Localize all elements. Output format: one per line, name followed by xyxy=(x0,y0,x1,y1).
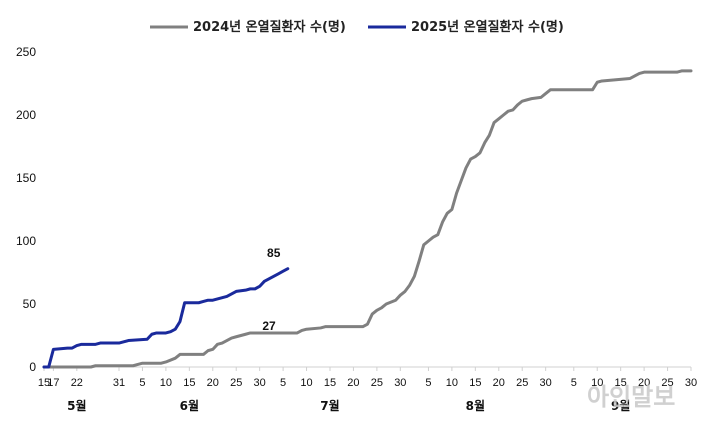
y-tick-label: 200 xyxy=(16,108,36,122)
x-tick-label: 15 xyxy=(615,377,627,389)
month-label: 8월 xyxy=(466,398,485,413)
y-tick-label: 100 xyxy=(16,234,36,248)
y-tick-label: 50 xyxy=(23,297,37,311)
legend: 2024년 온열질환자 수(명) 2025년 온열질환자 수(명) xyxy=(150,19,564,35)
x-tick-label: 30 xyxy=(394,377,406,389)
data-label: 27 xyxy=(262,319,276,333)
month-label: 9월 xyxy=(611,398,630,413)
month-label: 5월 xyxy=(67,398,86,413)
x-tick-label: 15 xyxy=(183,377,195,389)
y-tick-label: 250 xyxy=(16,45,36,59)
x-tick-label: 15 xyxy=(38,377,50,389)
series-lines xyxy=(42,69,693,369)
month-labels: 5월 6월 7월 8월 9월 xyxy=(67,398,630,413)
data-label: 85 xyxy=(267,246,281,260)
x-tick-label: 15 xyxy=(469,377,481,389)
x-tick-label: 10 xyxy=(446,377,458,389)
x-tick-label: 10 xyxy=(160,377,172,389)
series-line-2025 xyxy=(42,267,290,369)
x-tick-label: 25 xyxy=(230,377,242,389)
x-tick-label: 20 xyxy=(207,377,219,389)
month-label: 7월 xyxy=(320,398,339,413)
legend-label-2025: 2025년 온열질환자 수(명) xyxy=(411,19,564,35)
x-tick-label: 15 xyxy=(324,377,336,389)
x-tick-label: 5 xyxy=(280,377,286,389)
x-tick-label: 25 xyxy=(661,377,673,389)
x-tick-label: 20 xyxy=(638,377,650,389)
y-axis: 0 50 100 150 200 250 xyxy=(16,45,36,374)
y-tick-label: 0 xyxy=(29,360,36,374)
x-tick-label: 25 xyxy=(371,377,383,389)
x-tick-label: 10 xyxy=(591,377,603,389)
x-tick-label: 5 xyxy=(139,377,145,389)
x-tick-label: 25 xyxy=(516,377,528,389)
data-annotations: 27 85 xyxy=(262,246,280,333)
x-tick-label: 30 xyxy=(540,377,552,389)
x-tick-label: 5 xyxy=(571,377,577,389)
x-tick-label: 30 xyxy=(254,377,266,389)
month-label: 6월 xyxy=(180,398,199,413)
x-tick-label: 22 xyxy=(71,377,83,389)
x-tick-label: 17 xyxy=(47,377,59,389)
series-line-2024 xyxy=(42,69,693,369)
x-tick-label: 10 xyxy=(300,377,312,389)
y-tick-label: 150 xyxy=(16,171,36,185)
x-tick-label: 5 xyxy=(425,377,431,389)
x-tick-label: 31 xyxy=(113,377,125,389)
x-tick-label: 30 xyxy=(685,377,697,389)
legend-label-2024: 2024년 온열질환자 수(명) xyxy=(193,19,346,35)
watermark: 아인말보 xyxy=(587,383,675,411)
x-tick-label: 20 xyxy=(347,377,359,389)
x-tick-label: 20 xyxy=(493,377,505,389)
